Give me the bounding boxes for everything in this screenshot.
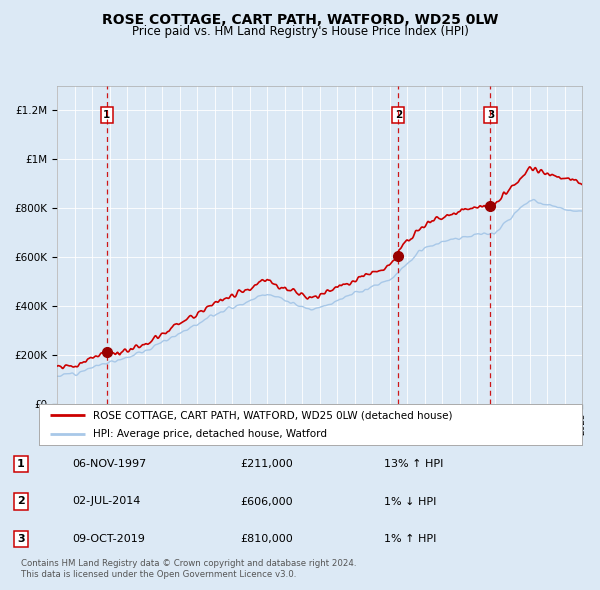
Text: HPI: Average price, detached house, Watford: HPI: Average price, detached house, Watf… xyxy=(94,430,328,440)
Text: 1% ↑ HPI: 1% ↑ HPI xyxy=(384,534,436,544)
Text: £810,000: £810,000 xyxy=(240,534,293,544)
Text: 2: 2 xyxy=(395,110,402,120)
Text: 09-OCT-2019: 09-OCT-2019 xyxy=(72,534,145,544)
Text: Contains HM Land Registry data © Crown copyright and database right 2024.
This d: Contains HM Land Registry data © Crown c… xyxy=(21,559,356,579)
Text: 3: 3 xyxy=(487,110,494,120)
Text: ROSE COTTAGE, CART PATH, WATFORD, WD25 0LW (detached house): ROSE COTTAGE, CART PATH, WATFORD, WD25 0… xyxy=(94,410,453,420)
Text: ROSE COTTAGE, CART PATH, WATFORD, WD25 0LW: ROSE COTTAGE, CART PATH, WATFORD, WD25 0… xyxy=(102,13,498,27)
Text: 06-NOV-1997: 06-NOV-1997 xyxy=(72,459,146,469)
Text: 1: 1 xyxy=(103,110,110,120)
Text: 1% ↓ HPI: 1% ↓ HPI xyxy=(384,497,436,506)
Text: 13% ↑ HPI: 13% ↑ HPI xyxy=(384,459,443,469)
Text: 2: 2 xyxy=(17,497,25,506)
Text: £211,000: £211,000 xyxy=(240,459,293,469)
Text: 3: 3 xyxy=(17,534,25,544)
Text: 1: 1 xyxy=(17,459,25,469)
Text: Price paid vs. HM Land Registry's House Price Index (HPI): Price paid vs. HM Land Registry's House … xyxy=(131,25,469,38)
Text: 02-JUL-2014: 02-JUL-2014 xyxy=(72,497,140,506)
Text: £606,000: £606,000 xyxy=(240,497,293,506)
